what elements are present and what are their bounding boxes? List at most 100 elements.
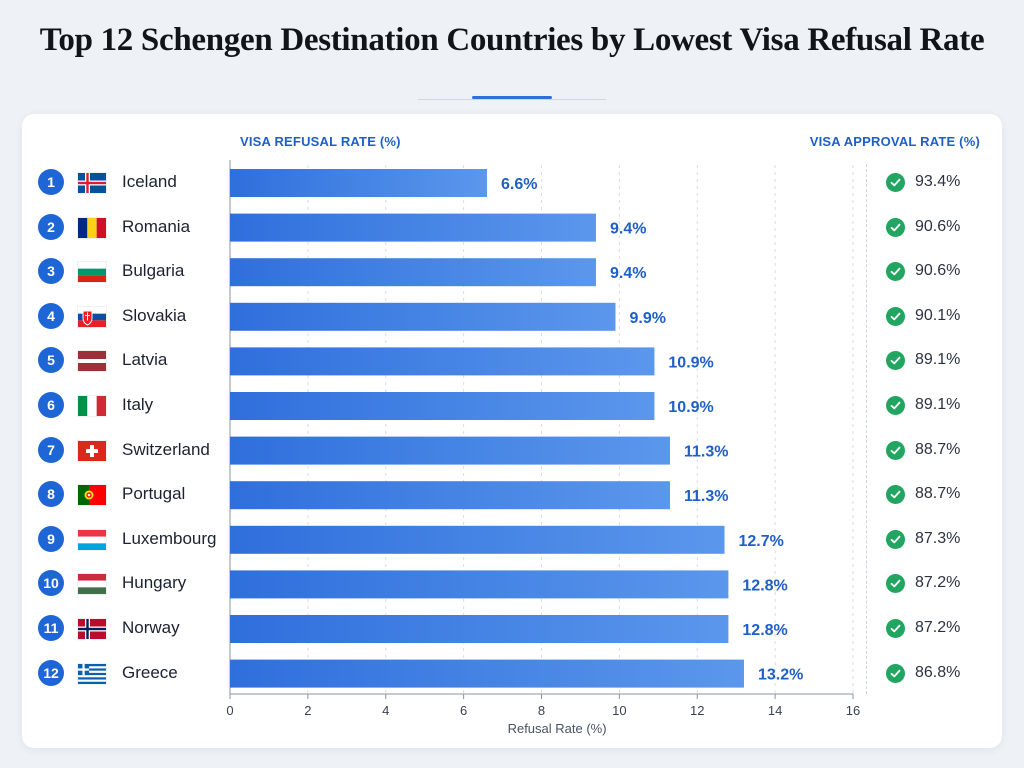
title-divider-accent [472, 96, 552, 99]
rank-badge: 10 [38, 570, 64, 597]
refusal-value-label: 9.4% [610, 265, 646, 282]
rank-badge: 3 [38, 258, 64, 285]
check-circle-icon [886, 529, 905, 549]
refusal-bar [230, 347, 655, 376]
x-tick-label: 2 [304, 703, 311, 718]
portugal-flag-icon [78, 485, 106, 506]
country-name: Romania [122, 216, 191, 236]
country-row: 7 Switzerland 88.7% [0, 429, 1024, 473]
refusal-value-label: 11.3% [684, 488, 728, 505]
x-tick-label: 16 [846, 703, 860, 718]
refusal-value-label: 10.9% [668, 354, 713, 371]
country-row: 5 Latvia 89.1% [0, 339, 1024, 383]
approval-rate-value: 88.7% [915, 440, 961, 458]
refusal-bar [230, 213, 597, 242]
romania-flag-icon [78, 217, 106, 238]
refusal-bar [230, 659, 744, 688]
refusal-column-header: VISA REFUSAL RATE (%) [240, 134, 401, 149]
refusal-bar [230, 525, 725, 554]
check-circle-icon [886, 173, 905, 192]
refusal-value-label: 10.9% [668, 399, 713, 416]
refusal-bar [230, 615, 729, 643]
approval-rate-value: 87.2% [915, 619, 961, 636]
slovakia-flag-icon [78, 306, 106, 327]
refusal-value-label: 12.7% [739, 533, 784, 550]
refusal-value-label: 12.8% [742, 577, 787, 594]
x-tick-label: 10 [612, 703, 626, 718]
country-row: 9 Luxembourg 87.3% [0, 518, 1024, 562]
country-name: Hungary [122, 573, 187, 593]
check-circle-icon [886, 574, 905, 594]
country-name: Bulgaria [122, 261, 185, 281]
rank-badge: 1 [38, 169, 64, 195]
bulgaria-flag-icon [78, 262, 106, 283]
x-tick-label: 12 [690, 703, 704, 718]
country-name: Italy [122, 395, 154, 414]
rank-badge: 12 [38, 659, 64, 686]
refusal-value-label: 9.9% [629, 310, 665, 327]
approval-rate-value: 90.6% [915, 262, 961, 280]
refusal-value-label: 11.3% [684, 444, 728, 461]
check-circle-icon [886, 485, 905, 505]
rank-badge: 5 [38, 347, 64, 374]
title-divider [418, 99, 606, 100]
country-row: 3 Bulgaria 90.6% [0, 250, 1024, 294]
italy-flag-icon [78, 396, 106, 416]
refusal-bar [230, 392, 655, 420]
check-circle-icon [886, 619, 905, 638]
approval-rate-value: 89.1% [915, 351, 961, 369]
rank-badge: 6 [38, 392, 64, 418]
approval-rate-value: 93.4% [915, 173, 961, 190]
country-row: 10 Hungary 87.2% [0, 562, 1024, 606]
rank-badge: 4 [38, 302, 64, 329]
country-row: 2 Romania 90.6% [0, 206, 1024, 250]
country-name: Slovakia [122, 305, 187, 325]
x-tick-label: 14 [768, 703, 782, 718]
country-row: 12 Greece 86.8% [0, 652, 1024, 696]
check-circle-icon [886, 217, 905, 237]
refusal-value-label: 12.8% [742, 622, 787, 639]
approval-rate-value: 90.6% [915, 217, 961, 235]
approval-rate-value: 88.7% [915, 485, 961, 503]
x-tick-label: 4 [382, 703, 389, 718]
greece-flag-icon [78, 663, 106, 684]
luxembourg-flag-icon [78, 529, 106, 550]
approval-rate-value: 86.8% [915, 663, 961, 681]
rank-badge: 11 [38, 615, 64, 641]
rank-badge: 2 [38, 213, 64, 240]
refusal-bar [230, 481, 670, 510]
approval-column-separator [866, 164, 867, 694]
refusal-bar [230, 258, 597, 287]
refusal-bar [230, 169, 487, 197]
x-tick-label: 8 [538, 703, 545, 718]
country-row: 6 Italy 89.1% [0, 384, 1024, 428]
refusal-value-label: 6.6% [501, 176, 537, 193]
approval-column-header: VISA APPROVAL RATE (%) [809, 134, 980, 149]
hungary-flag-icon [78, 574, 106, 595]
country-name: Portugal [122, 484, 186, 504]
check-circle-icon [886, 396, 905, 415]
country-name: Switzerland [122, 439, 210, 459]
rank-badge: 7 [38, 436, 64, 463]
check-circle-icon [886, 306, 905, 326]
approval-rate-value: 87.2% [915, 574, 961, 592]
x-tick-label: 6 [460, 703, 467, 718]
country-row: 4 Slovakia 90.1% [0, 295, 1024, 339]
rank-badge: 9 [38, 525, 64, 552]
latvia-flag-icon [78, 351, 106, 372]
check-circle-icon [886, 262, 905, 282]
x-tick-label: 0 [226, 703, 233, 718]
country-name: Iceland [122, 172, 177, 191]
chart-title: Top 12 Schengen Destination Countries by… [39, 22, 985, 58]
refusal-bar [230, 570, 729, 599]
refusal-bar [230, 436, 670, 465]
country-name: Greece [122, 662, 178, 682]
refusal-bar [230, 302, 616, 331]
switzerland-flag-icon [78, 440, 106, 461]
country-name: Luxembourg [122, 528, 217, 548]
refusal-value-label: 13.2% [758, 667, 803, 684]
country-row: 11 Norway 87.2% [0, 607, 1024, 651]
refusal-value-label: 9.4% [610, 221, 646, 238]
x-axis-title: Refusal Rate (%) [508, 721, 607, 736]
